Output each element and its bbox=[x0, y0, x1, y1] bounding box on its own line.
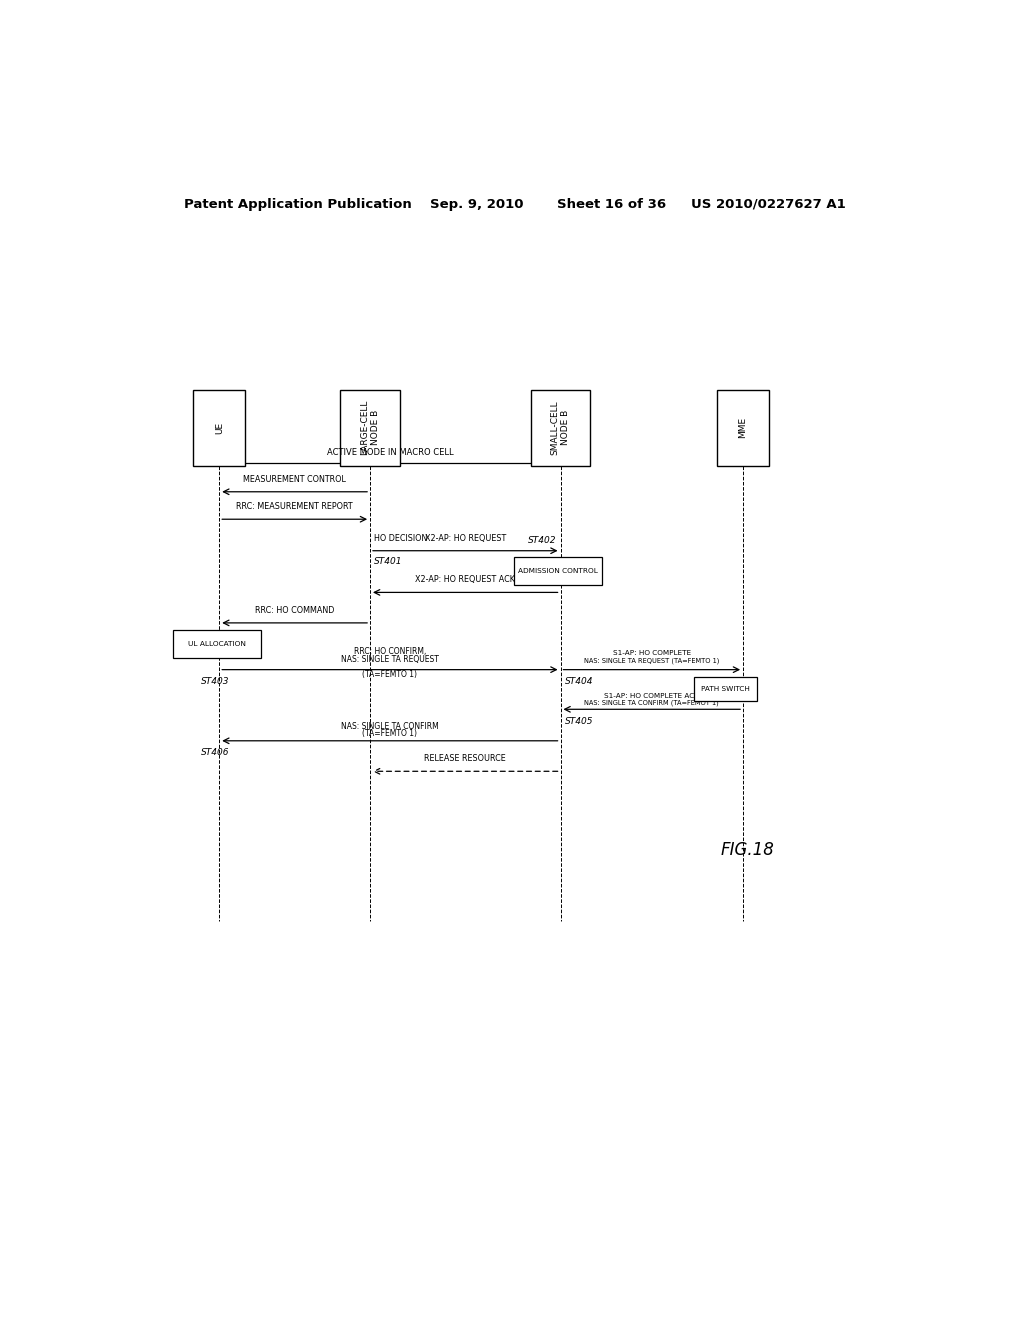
Text: UL ALLOCATION: UL ALLOCATION bbox=[188, 642, 246, 647]
Text: ACTIVE MODE IN MACRO CELL: ACTIVE MODE IN MACRO CELL bbox=[327, 449, 454, 457]
Text: NAS: SINGLE TA CONFIRM: NAS: SINGLE TA CONFIRM bbox=[341, 722, 438, 731]
Text: MEASUREMENT CONTROL: MEASUREMENT CONTROL bbox=[244, 475, 346, 483]
Bar bbox=[514, 557, 602, 585]
Text: (TA=FEMTO 1): (TA=FEMTO 1) bbox=[362, 729, 418, 738]
Text: UE: UE bbox=[215, 421, 224, 434]
Text: US 2010/0227627 A1: US 2010/0227627 A1 bbox=[691, 198, 846, 211]
Text: FIG.18: FIG.18 bbox=[720, 841, 774, 858]
Text: X2-AP: HO REQUEST: X2-AP: HO REQUEST bbox=[425, 533, 506, 543]
Text: (TA=FEMTO 1): (TA=FEMTO 1) bbox=[362, 669, 418, 678]
Text: S1-AP: HO COMPLETE ACK: S1-AP: HO COMPLETE ACK bbox=[604, 693, 699, 700]
Text: ST403: ST403 bbox=[201, 677, 229, 686]
Bar bbox=[694, 677, 758, 701]
Text: RRC: HO COMMAND: RRC: HO COMMAND bbox=[255, 606, 335, 615]
Text: NAS: SINGLE TA CONFIRM (TA=FEMOT 1): NAS: SINGLE TA CONFIRM (TA=FEMOT 1) bbox=[585, 700, 719, 706]
Text: NAS: SINGLE TA REQUEST: NAS: SINGLE TA REQUEST bbox=[341, 655, 439, 664]
Bar bbox=[530, 389, 590, 466]
Text: ST401: ST401 bbox=[374, 557, 402, 566]
Bar bbox=[194, 389, 245, 466]
Text: SMALL-CELL
NODE B: SMALL-CELL NODE B bbox=[551, 400, 570, 455]
Text: ADMISSION CONTROL: ADMISSION CONTROL bbox=[518, 568, 598, 574]
Text: S1-AP: HO COMPLETE: S1-AP: HO COMPLETE bbox=[612, 651, 691, 656]
Text: NAS: SINGLE TA REQUEST (TA=FEMTO 1): NAS: SINGLE TA REQUEST (TA=FEMTO 1) bbox=[584, 657, 720, 664]
Text: ST405: ST405 bbox=[564, 717, 593, 726]
Text: RRC: HO CONFIRM,: RRC: HO CONFIRM, bbox=[353, 647, 426, 656]
Text: LARGE-CELL
NODE B: LARGE-CELL NODE B bbox=[360, 400, 380, 455]
Text: RRC: MEASUREMENT REPORT: RRC: MEASUREMENT REPORT bbox=[237, 502, 353, 511]
Text: X2-AP: HO REQUEST ACK: X2-AP: HO REQUEST ACK bbox=[416, 576, 515, 585]
Text: Sheet 16 of 36: Sheet 16 of 36 bbox=[557, 198, 666, 211]
Text: ST406: ST406 bbox=[201, 748, 229, 758]
Bar bbox=[717, 389, 769, 466]
Text: MME: MME bbox=[738, 417, 748, 438]
Bar bbox=[340, 389, 399, 466]
Text: Sep. 9, 2010: Sep. 9, 2010 bbox=[430, 198, 523, 211]
Bar bbox=[173, 630, 260, 659]
Text: ST404: ST404 bbox=[564, 677, 593, 686]
Text: PATH SWITCH: PATH SWITCH bbox=[701, 686, 750, 692]
Text: ST402: ST402 bbox=[528, 536, 557, 545]
Text: HO DECISION: HO DECISION bbox=[374, 535, 427, 543]
Text: RELEASE RESOURCE: RELEASE RESOURCE bbox=[424, 754, 506, 763]
Text: Patent Application Publication: Patent Application Publication bbox=[183, 198, 412, 211]
